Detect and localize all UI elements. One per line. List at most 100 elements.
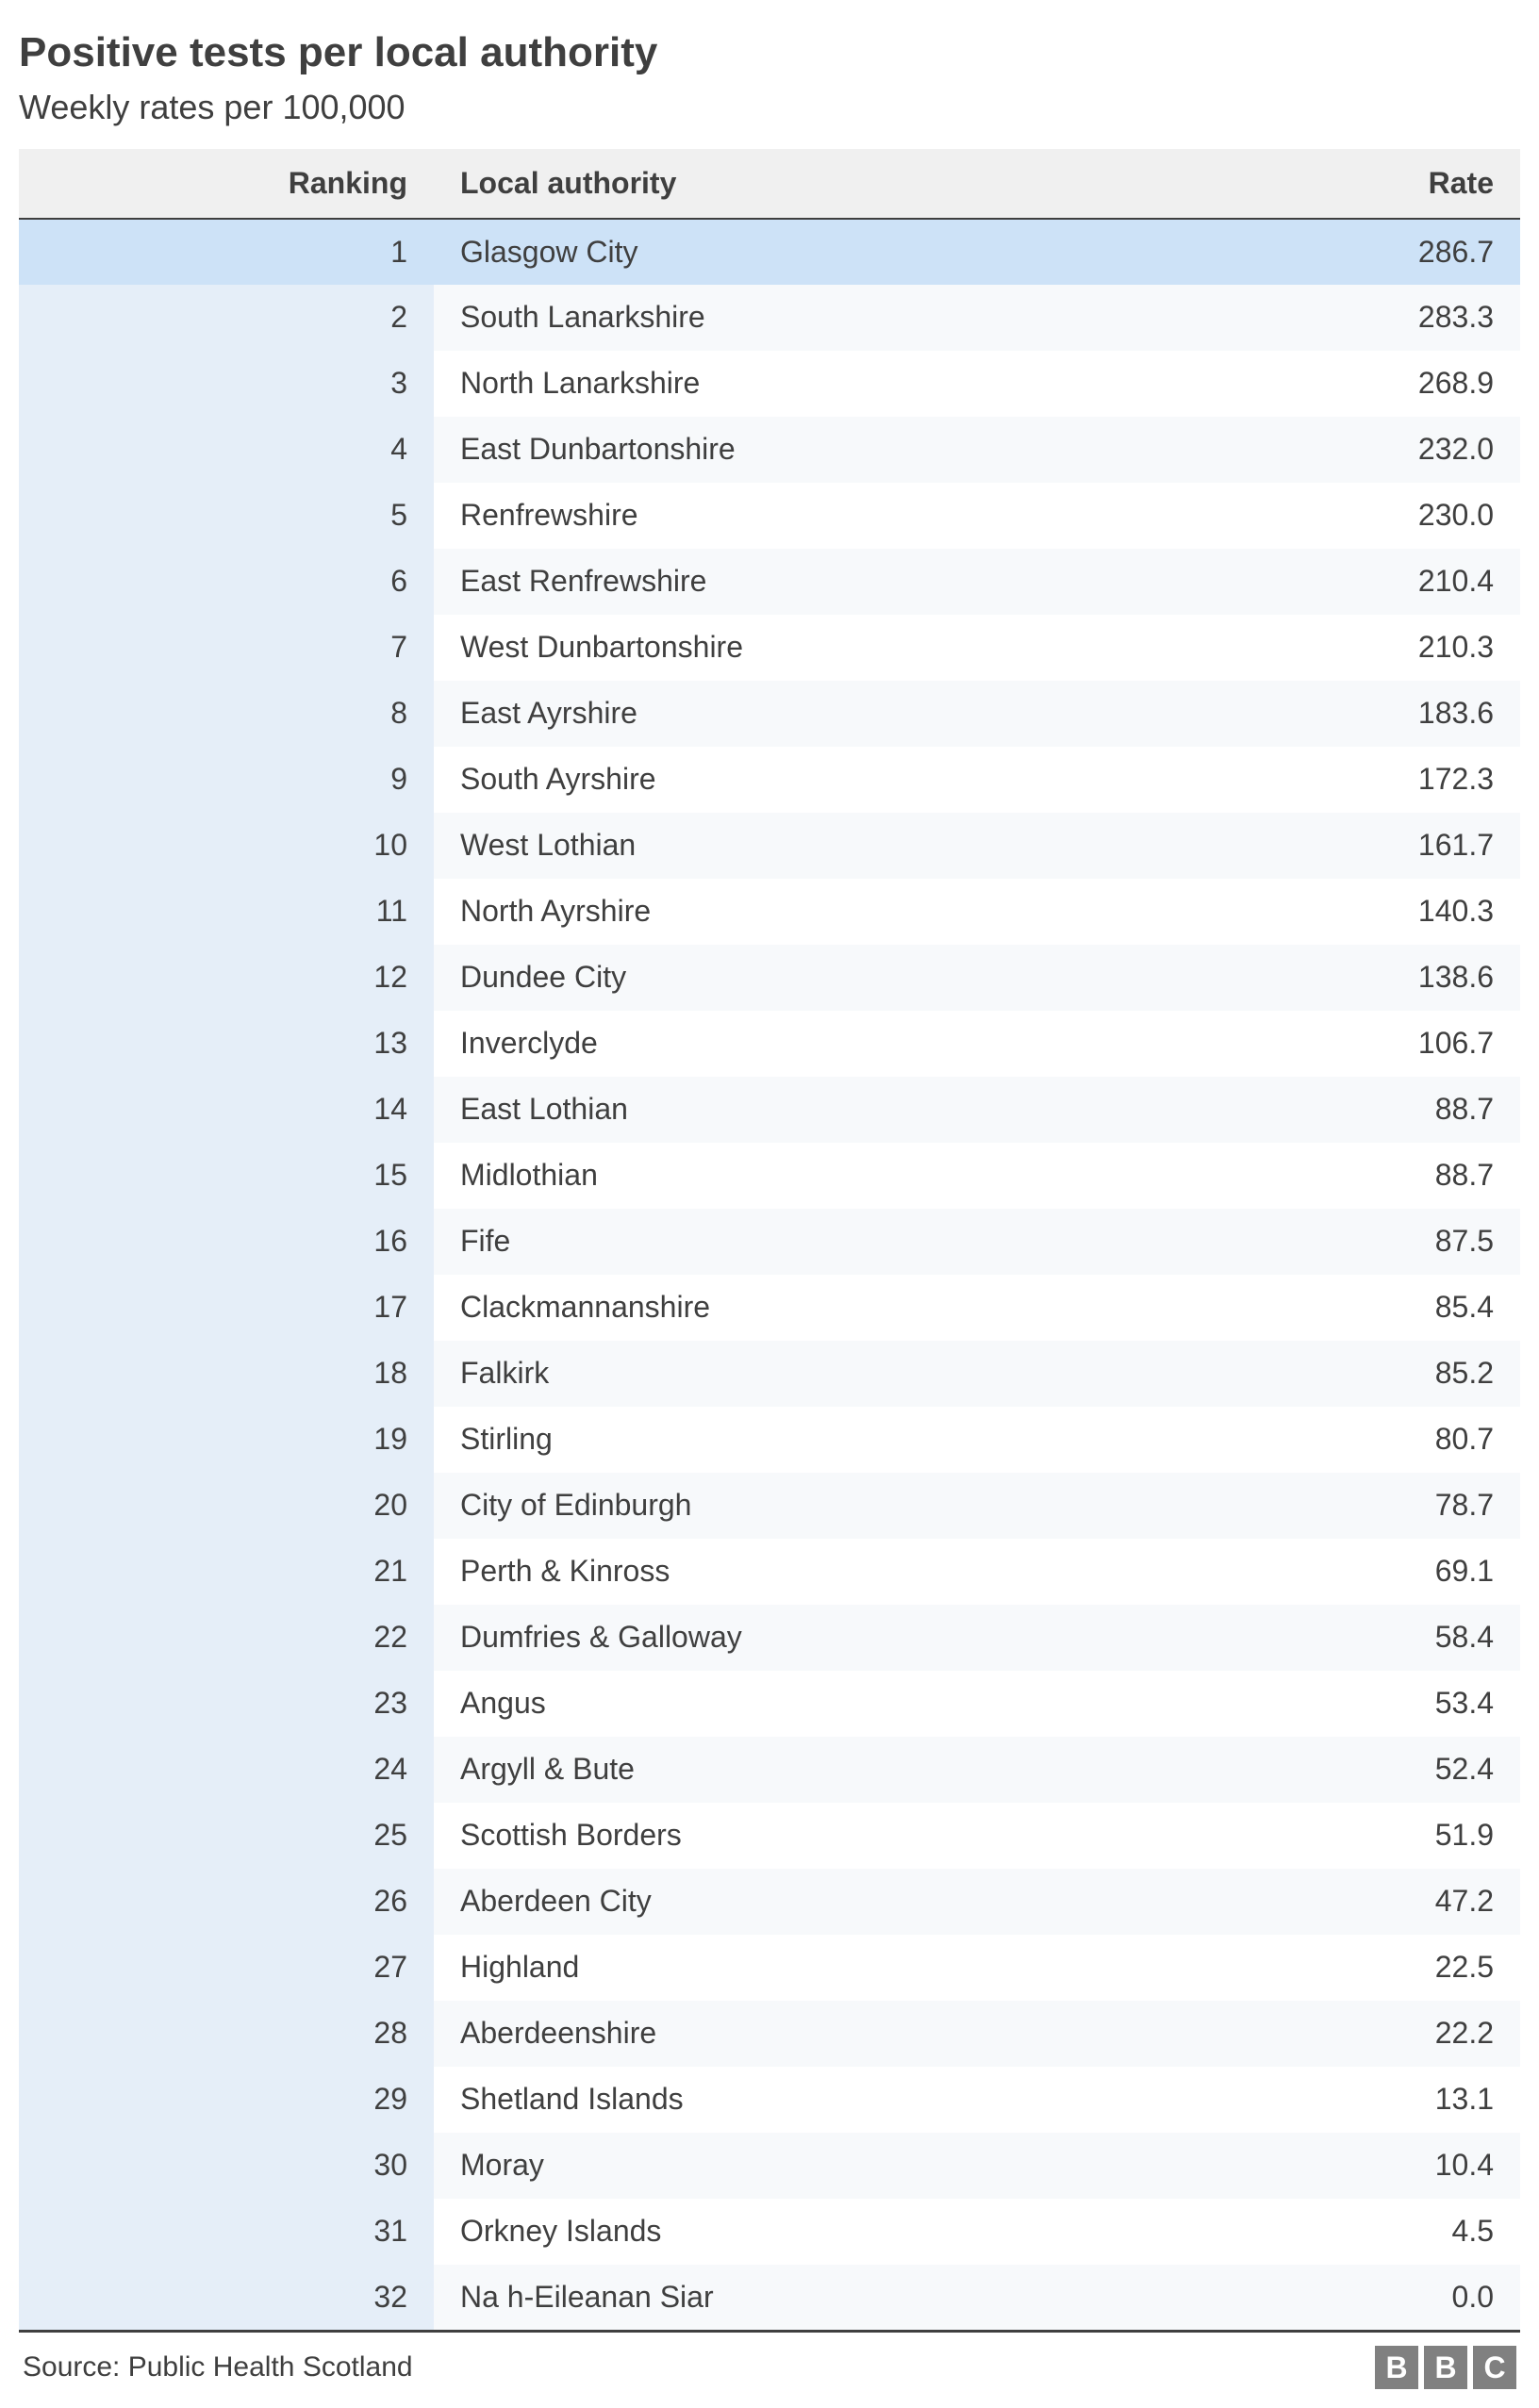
ranking-cell: 30 [19, 2133, 434, 2199]
col-header-authority: Local authority [434, 149, 1094, 219]
authority-cell: Glasgow City [434, 219, 1094, 285]
col-header-ranking: Ranking [19, 149, 434, 219]
ranking-cell: 25 [19, 1803, 434, 1869]
rate-cell: 80.7 [1094, 1407, 1520, 1473]
page-title: Positive tests per local authority [19, 28, 1520, 78]
table-row: 32Na h-Eileanan Siar0.0 [19, 2265, 1520, 2332]
table-row: 1Glasgow City286.7 [19, 219, 1520, 285]
table-row: 7West Dunbartonshire210.3 [19, 615, 1520, 681]
table-row: 12Dundee City138.6 [19, 945, 1520, 1011]
table-row: 10West Lothian161.7 [19, 813, 1520, 879]
ranking-cell: 8 [19, 681, 434, 747]
table-header-row: Ranking Local authority Rate [19, 149, 1520, 219]
ranking-cell: 24 [19, 1737, 434, 1803]
table-body: 1Glasgow City286.72South Lanarkshire283.… [19, 219, 1520, 2332]
ranking-cell: 2 [19, 285, 434, 351]
logo-letter: B [1375, 2346, 1418, 2389]
authority-cell: East Ayrshire [434, 681, 1094, 747]
table-row: 23Angus53.4 [19, 1671, 1520, 1737]
rate-cell: 85.2 [1094, 1341, 1520, 1407]
authority-cell: Falkirk [434, 1341, 1094, 1407]
rate-cell: 230.0 [1094, 483, 1520, 549]
table-row: 9South Ayrshire172.3 [19, 747, 1520, 813]
authority-cell: Na h-Eileanan Siar [434, 2265, 1094, 2332]
authority-cell: Orkney Islands [434, 2199, 1094, 2265]
rate-cell: 88.7 [1094, 1077, 1520, 1143]
rate-cell: 13.1 [1094, 2067, 1520, 2133]
rate-cell: 22.5 [1094, 1935, 1520, 2001]
ranking-cell: 4 [19, 417, 434, 483]
rate-cell: 51.9 [1094, 1803, 1520, 1869]
ranking-cell: 12 [19, 945, 434, 1011]
authority-cell: Aberdeenshire [434, 2001, 1094, 2067]
authority-cell: East Dunbartonshire [434, 417, 1094, 483]
table-row: 20City of Edinburgh78.7 [19, 1473, 1520, 1539]
authority-cell: East Renfrewshire [434, 549, 1094, 615]
ranking-cell: 28 [19, 2001, 434, 2067]
source-label: Source: Public Health Scotland [23, 2351, 413, 2383]
table-row: 17Clackmannanshire85.4 [19, 1275, 1520, 1341]
ranking-cell: 7 [19, 615, 434, 681]
table-row: 30Moray10.4 [19, 2133, 1520, 2199]
ranking-cell: 17 [19, 1275, 434, 1341]
rate-cell: 283.3 [1094, 285, 1520, 351]
table-container: Positive tests per local authority Weekl… [0, 0, 1539, 2408]
table-row: 3North Lanarkshire268.9 [19, 351, 1520, 417]
rate-cell: 85.4 [1094, 1275, 1520, 1341]
authority-cell: Aberdeen City [434, 1869, 1094, 1935]
table-row: 19Stirling80.7 [19, 1407, 1520, 1473]
footer: Source: Public Health Scotland B B C [19, 2333, 1520, 2389]
authority-cell: South Ayrshire [434, 747, 1094, 813]
ranking-cell: 29 [19, 2067, 434, 2133]
rate-cell: 78.7 [1094, 1473, 1520, 1539]
rate-cell: 47.2 [1094, 1869, 1520, 1935]
authority-cell: West Dunbartonshire [434, 615, 1094, 681]
rate-cell: 138.6 [1094, 945, 1520, 1011]
ranking-cell: 15 [19, 1143, 434, 1209]
authority-cell: Inverclyde [434, 1011, 1094, 1077]
ranking-cell: 13 [19, 1011, 434, 1077]
ranking-cell: 10 [19, 813, 434, 879]
ranking-cell: 20 [19, 1473, 434, 1539]
authority-cell: Highland [434, 1935, 1094, 2001]
authority-cell: West Lothian [434, 813, 1094, 879]
rate-cell: 87.5 [1094, 1209, 1520, 1275]
ranking-cell: 1 [19, 219, 434, 285]
rate-cell: 210.3 [1094, 615, 1520, 681]
table-row: 2South Lanarkshire283.3 [19, 285, 1520, 351]
rate-cell: 106.7 [1094, 1011, 1520, 1077]
rate-cell: 140.3 [1094, 879, 1520, 945]
authority-cell: Clackmannanshire [434, 1275, 1094, 1341]
authority-cell: Dundee City [434, 945, 1094, 1011]
ranking-cell: 16 [19, 1209, 434, 1275]
authority-cell: Angus [434, 1671, 1094, 1737]
ranking-cell: 5 [19, 483, 434, 549]
table-row: 16Fife87.5 [19, 1209, 1520, 1275]
ranking-cell: 32 [19, 2265, 434, 2332]
authority-cell: Perth & Kinross [434, 1539, 1094, 1605]
table-row: 18Falkirk85.2 [19, 1341, 1520, 1407]
page-subtitle: Weekly rates per 100,000 [19, 86, 1520, 130]
authority-cell: Fife [434, 1209, 1094, 1275]
table-row: 4East Dunbartonshire232.0 [19, 417, 1520, 483]
rate-cell: 4.5 [1094, 2199, 1520, 2265]
rate-cell: 0.0 [1094, 2265, 1520, 2332]
authority-cell: North Ayrshire [434, 879, 1094, 945]
table-row: 11North Ayrshire140.3 [19, 879, 1520, 945]
rate-cell: 10.4 [1094, 2133, 1520, 2199]
table-row: 24Argyll & Bute52.4 [19, 1737, 1520, 1803]
rate-cell: 183.6 [1094, 681, 1520, 747]
rate-cell: 88.7 [1094, 1143, 1520, 1209]
authority-cell: Shetland Islands [434, 2067, 1094, 2133]
ranking-cell: 27 [19, 1935, 434, 2001]
authority-cell: Scottish Borders [434, 1803, 1094, 1869]
ranking-cell: 19 [19, 1407, 434, 1473]
table-row: 26Aberdeen City47.2 [19, 1869, 1520, 1935]
authority-cell: Renfrewshire [434, 483, 1094, 549]
rate-cell: 52.4 [1094, 1737, 1520, 1803]
table-row: 25Scottish Borders51.9 [19, 1803, 1520, 1869]
table-row: 31Orkney Islands4.5 [19, 2199, 1520, 2265]
authority-cell: North Lanarkshire [434, 351, 1094, 417]
rate-cell: 53.4 [1094, 1671, 1520, 1737]
rate-cell: 172.3 [1094, 747, 1520, 813]
